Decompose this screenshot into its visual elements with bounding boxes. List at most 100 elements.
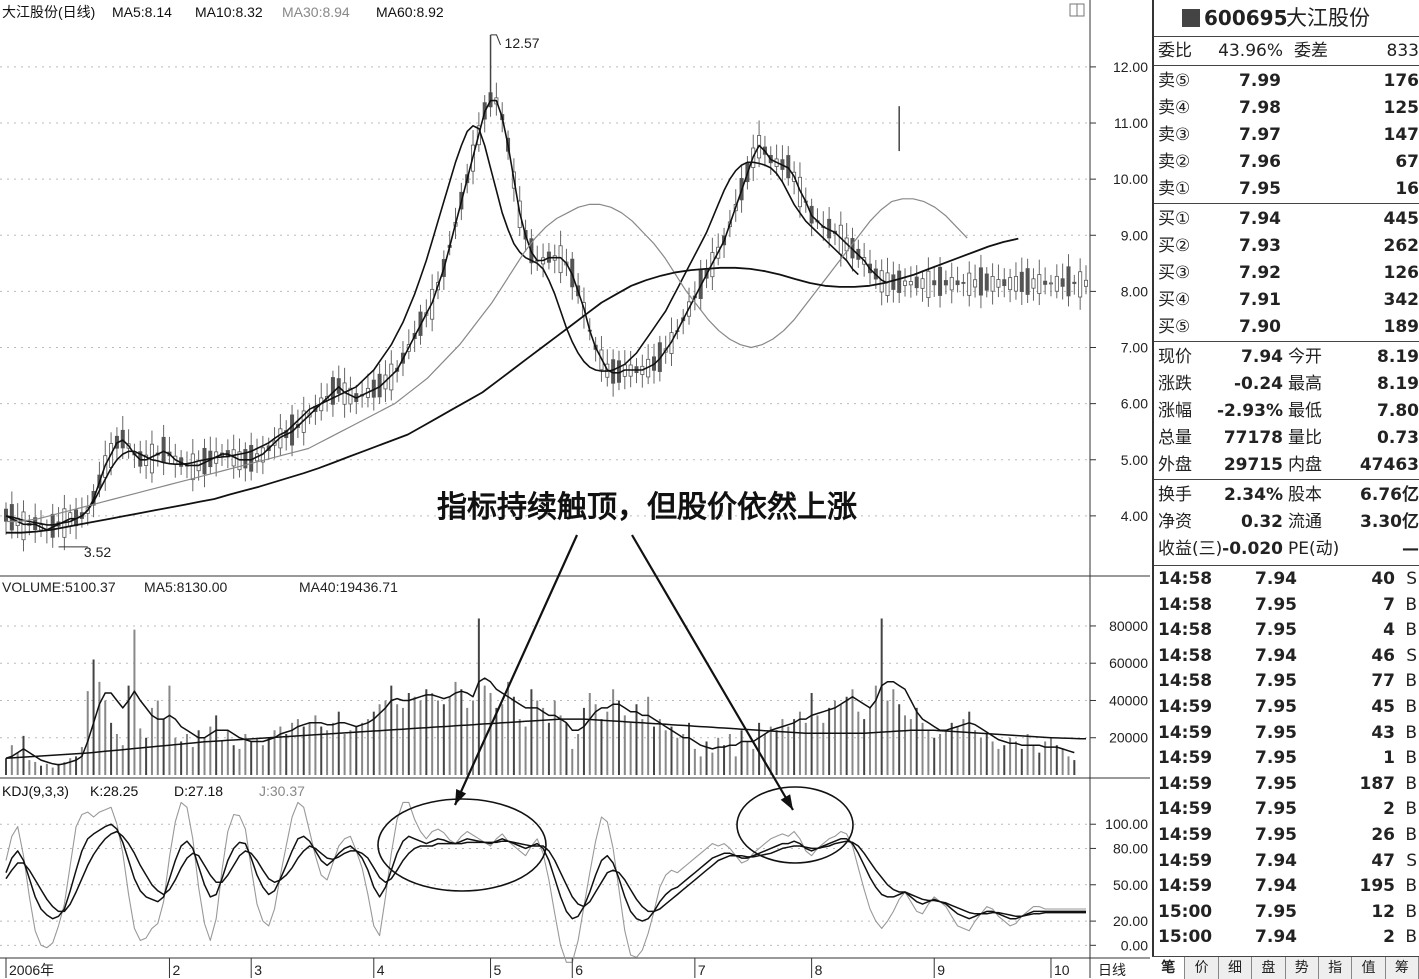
annotation-arrow-1-head: [455, 789, 466, 805]
annotation-arrow-2-head: [781, 794, 793, 810]
period-label: 日线: [1098, 962, 1126, 978]
candle-body: [944, 280, 947, 284]
wei-cha-label: 委差: [1294, 38, 1328, 64]
quote-value: 29715: [1224, 452, 1283, 478]
tick-volume: 187: [1360, 771, 1396, 797]
candle-body: [898, 271, 901, 292]
quote-label: 涨幅: [1158, 398, 1192, 424]
candle-body: [956, 281, 959, 285]
quote-value: 7.94: [1241, 344, 1283, 370]
price-axis-tick-label: 9.00: [1121, 227, 1148, 243]
tick-side: B: [1405, 592, 1417, 618]
tick-price: 7.95: [1255, 592, 1297, 618]
sell-label: 卖④: [1158, 95, 1190, 121]
price-header-item: MA30:8.94: [282, 4, 350, 20]
sidebar-tab[interactable]: 笔: [1152, 957, 1185, 979]
sidebar-tab[interactable]: 势: [1286, 957, 1319, 979]
volume-header-item: MA5:8130.00: [144, 579, 227, 595]
sell-price: 7.96: [1239, 149, 1281, 175]
candle-body: [1026, 269, 1029, 295]
tick-volume: 195: [1360, 873, 1396, 899]
tick-time: 14:58: [1158, 668, 1212, 694]
candle-body: [921, 279, 924, 289]
tick-time: 14:58: [1158, 566, 1212, 592]
tick-time: 14:59: [1158, 694, 1212, 720]
tick-time: 14:59: [1158, 848, 1212, 874]
tick-price: 7.94: [1255, 566, 1297, 592]
sell-volume: 16: [1395, 176, 1419, 202]
quote-label: 现价: [1158, 344, 1192, 370]
x-tick-label: 10: [1054, 962, 1070, 978]
buy-label: 买③: [1158, 260, 1190, 286]
x-tick-label: 6: [575, 962, 583, 978]
candle-body: [927, 271, 930, 297]
candle-body: [250, 445, 253, 471]
price-axis-tick-label: 7.00: [1121, 340, 1148, 356]
price-ma5-line: [6, 101, 888, 530]
tick-volume: 2: [1383, 796, 1395, 822]
tick-price: 7.95: [1255, 745, 1297, 771]
tick-side: B: [1405, 924, 1417, 950]
sidebar-tab[interactable]: 筹: [1386, 957, 1419, 979]
buy-label: 买①: [1158, 206, 1190, 232]
fund-value: 6.76亿: [1360, 482, 1419, 508]
candle-body: [4, 509, 7, 521]
candle-body: [991, 276, 994, 291]
tick-side: B: [1405, 720, 1417, 746]
candle-body: [191, 454, 194, 480]
candle-body: [1020, 272, 1023, 291]
tick-price: 7.95: [1255, 796, 1297, 822]
candle-body: [1003, 280, 1006, 286]
sell-volume: 147: [1384, 122, 1419, 148]
price-header-item: MA60:8.92: [376, 4, 444, 20]
fund-label: 流通: [1288, 509, 1322, 535]
sidebar-tab[interactable]: 指: [1319, 957, 1352, 979]
sidebar-tab[interactable]: 价: [1185, 957, 1218, 979]
sidebar-tab[interactable]: 细: [1219, 957, 1252, 979]
candle-body: [1049, 283, 1052, 284]
tick-time: 14:59: [1158, 796, 1212, 822]
candle-body: [1061, 279, 1064, 287]
sidebar-tab[interactable]: 值: [1352, 957, 1385, 979]
tick-price: 7.95: [1255, 694, 1297, 720]
price-header-item: MA5:8.14: [112, 4, 172, 20]
high-label: 12.57: [505, 35, 540, 51]
divider: [1154, 65, 1419, 66]
x-tick-label: 2006年: [9, 962, 54, 978]
kdj-header-item: KDJ(9,3,3): [2, 783, 69, 799]
wei-bi-label: 委比: [1158, 38, 1192, 64]
buy-label: 买⑤: [1158, 314, 1190, 340]
sell-price: 7.98: [1239, 95, 1281, 121]
buy-label: 买②: [1158, 233, 1190, 259]
kdj-axis-tick-label: 50.00: [1113, 877, 1148, 893]
quote-value: 47463: [1360, 452, 1419, 478]
kdj-axis-tick-label: 80.00: [1113, 840, 1148, 856]
fund-label: PE(动): [1288, 536, 1339, 562]
low-label: 3.52: [84, 544, 111, 560]
quote-label: 最高: [1288, 371, 1322, 397]
price-axis-tick-label: 11.00: [1114, 115, 1148, 131]
quote-label: 量比: [1288, 425, 1322, 451]
tick-price: 7.94: [1255, 643, 1297, 669]
buy-label: 买④: [1158, 287, 1190, 313]
buy-price: 7.92: [1239, 260, 1281, 286]
tick-side: B: [1405, 668, 1417, 694]
sell-volume: 125: [1384, 95, 1419, 121]
sidebar-tab[interactable]: 盘: [1252, 957, 1285, 979]
sell-label: 卖②: [1158, 149, 1190, 175]
tick-side: B: [1405, 694, 1417, 720]
candle-body: [1084, 280, 1087, 286]
quote-value: 8.19: [1377, 344, 1419, 370]
quote-value: 0.73: [1377, 425, 1419, 451]
divider: [1154, 203, 1419, 204]
